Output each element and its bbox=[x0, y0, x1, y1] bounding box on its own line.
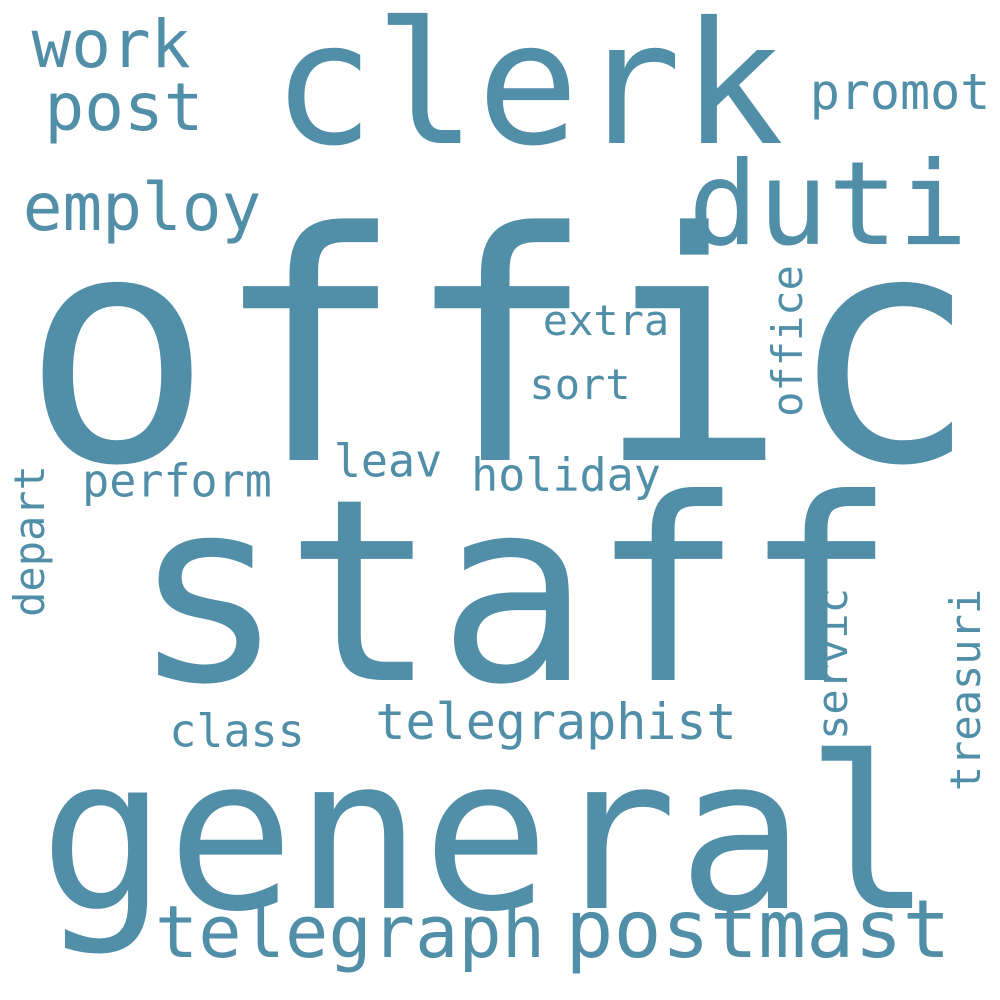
word-extra: extra bbox=[542, 296, 670, 345]
word-postmast: postmast bbox=[565, 883, 951, 976]
word-general: general bbox=[39, 711, 933, 958]
word-clerk: clerk bbox=[272, 0, 784, 184]
word-leav: leav bbox=[333, 434, 443, 488]
word-treasuri: treasuri bbox=[941, 588, 990, 792]
word-work: work bbox=[31, 6, 191, 83]
word-telegraph: telegraph bbox=[154, 890, 546, 974]
word-promot: promot bbox=[809, 63, 991, 121]
word-office: office bbox=[763, 265, 812, 417]
word-telegraphist: telegraphist bbox=[375, 693, 737, 751]
word-duti: duti bbox=[688, 137, 968, 272]
word-employ: employ bbox=[22, 169, 262, 246]
word-staff: staff bbox=[131, 444, 897, 740]
word-servic: servic bbox=[808, 588, 857, 740]
word-post: post bbox=[44, 69, 204, 146]
word-depart: depart bbox=[5, 465, 54, 617]
word-perform: perform bbox=[82, 454, 272, 508]
word-offic: offic bbox=[21, 165, 979, 535]
word-class: class bbox=[169, 704, 305, 758]
word-sort: sort bbox=[529, 360, 631, 409]
word-holiday: holiday bbox=[471, 448, 661, 502]
